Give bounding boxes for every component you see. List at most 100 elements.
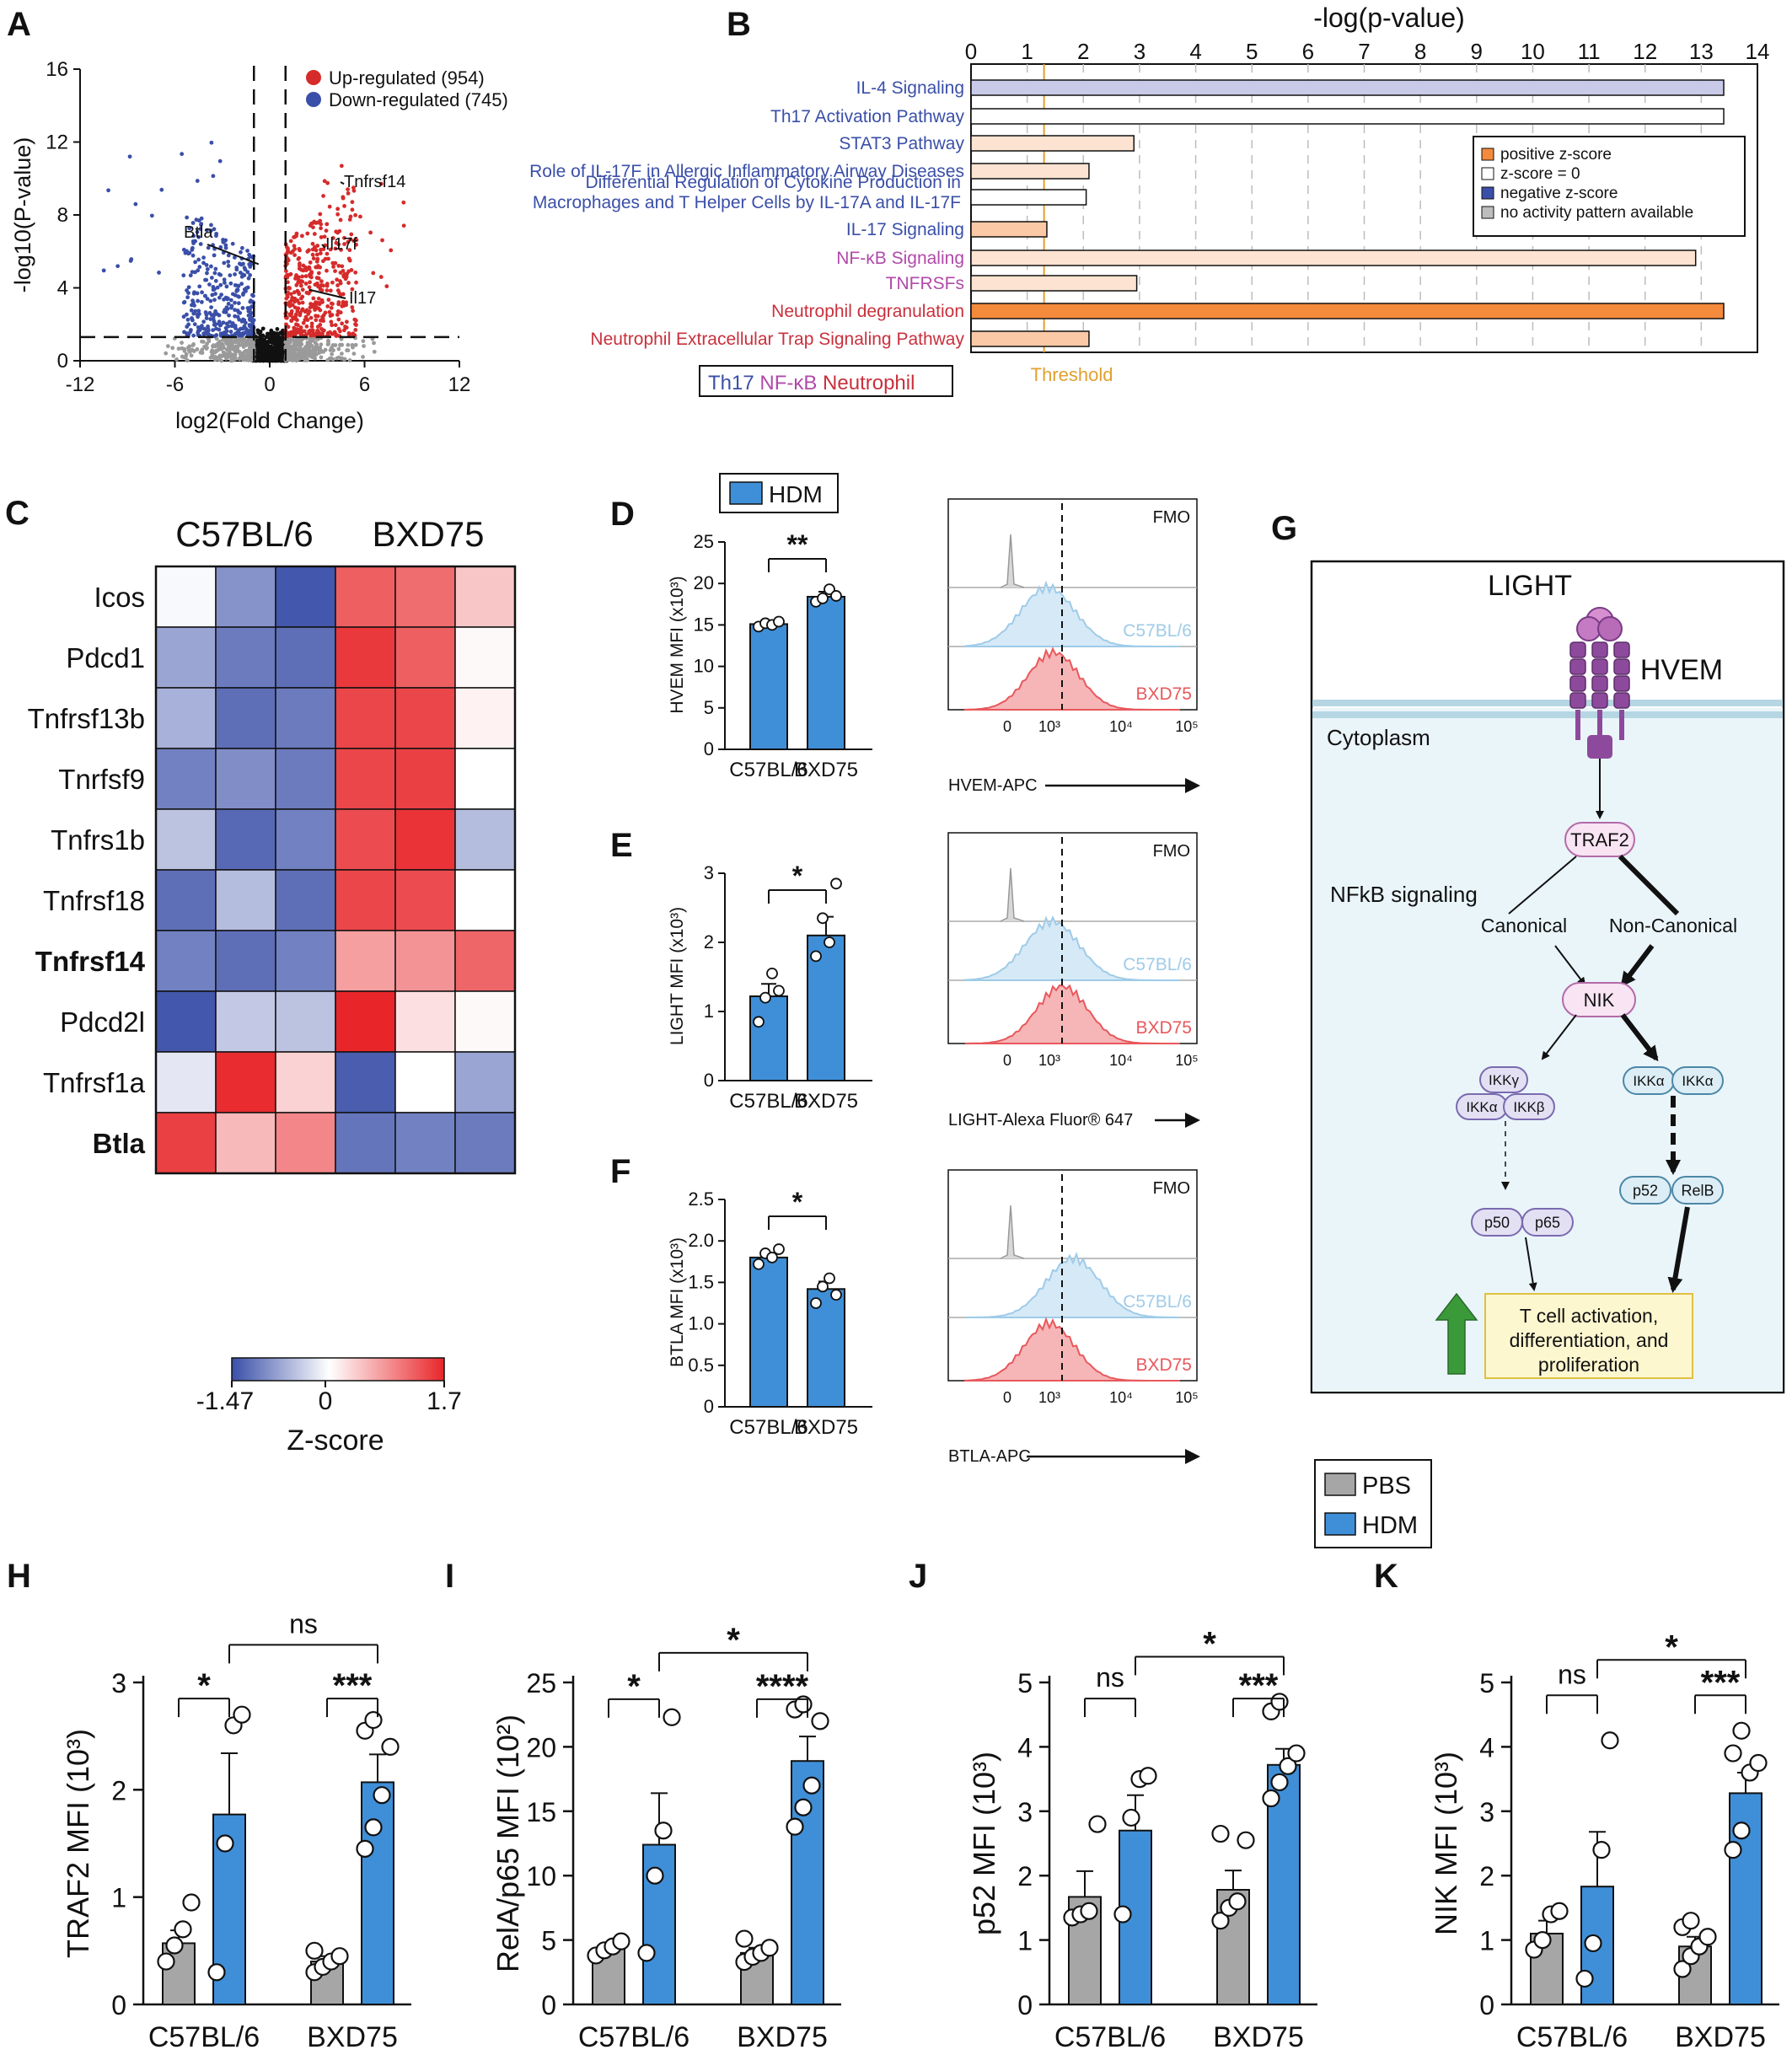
volcano-point xyxy=(182,348,187,353)
volcano-point xyxy=(211,328,216,333)
volcano-point xyxy=(225,297,230,302)
volcano-point xyxy=(330,280,335,285)
volcano-point xyxy=(278,330,283,335)
E-y-tick-label: 2 xyxy=(704,931,714,952)
c-row-label: Tnfrsf13b xyxy=(28,703,145,734)
volcano-point xyxy=(230,241,235,246)
volcano-point xyxy=(304,290,309,295)
arrow-nik-ikk-noncanon xyxy=(1620,1013,1659,1062)
volcano-point xyxy=(344,319,349,325)
b-bar xyxy=(970,249,1697,266)
volcano-point xyxy=(204,313,209,317)
volcano-point xyxy=(314,330,319,335)
volcano-point xyxy=(189,308,194,313)
b-x-tick-label: 11 xyxy=(1578,39,1601,64)
volcano-point xyxy=(336,326,341,331)
volcano-point xyxy=(222,260,227,266)
volcano-point xyxy=(219,292,223,298)
volcano-point xyxy=(230,352,234,357)
volcano-point xyxy=(329,319,334,325)
heatmap-cell xyxy=(155,990,217,1053)
volcano-point xyxy=(295,323,300,328)
a-points xyxy=(101,140,406,363)
volcano-point xyxy=(327,204,332,209)
volcano-point xyxy=(351,185,356,190)
hvem-stalk xyxy=(1597,710,1602,740)
volcano-point xyxy=(328,330,332,335)
volcano-point xyxy=(247,323,252,327)
volcano-point xyxy=(207,310,212,315)
volcano-point xyxy=(308,260,313,265)
volcano-point xyxy=(368,230,373,235)
volcano-point xyxy=(261,346,266,351)
volcano-point xyxy=(209,140,214,145)
data-point xyxy=(794,1798,813,1816)
arrow-noncanonical-nik xyxy=(1620,944,1655,988)
heatmap-cell xyxy=(275,930,336,992)
volcano-point xyxy=(209,223,213,228)
volcano-point xyxy=(224,347,229,352)
b-pathway-label: NF-κB Signaling xyxy=(836,249,964,268)
volcano-point xyxy=(198,242,203,246)
outcome-box xyxy=(1484,1293,1693,1379)
volcano-point xyxy=(226,264,231,268)
volcano-point xyxy=(176,346,181,351)
data-point xyxy=(766,1251,778,1264)
volcano-point xyxy=(319,355,324,360)
F-y-tick-label: 2.0 xyxy=(688,1230,714,1251)
J-y-tick-label: 5 xyxy=(1017,1668,1033,1698)
F-y-tick-label: 1.5 xyxy=(688,1271,714,1292)
volcano-point xyxy=(196,218,201,223)
H-y-label: TRAF2 MFI (10³) xyxy=(61,1729,95,1958)
data-point xyxy=(373,1786,391,1805)
b-pathway-label: Neutrophil degranulation xyxy=(771,302,964,321)
volcano-point xyxy=(209,276,214,280)
volcano-point xyxy=(335,277,340,282)
significance-label: *** xyxy=(1239,1667,1279,1704)
b-x-tick-label: 4 xyxy=(1189,39,1201,64)
ikk-alpha-node-label: IKKα xyxy=(1682,1073,1713,1089)
volcano-point xyxy=(318,283,323,288)
heatmap-cell xyxy=(394,1112,456,1174)
volcano-point xyxy=(314,352,319,357)
volcano-point xyxy=(196,325,201,330)
volcano-point xyxy=(333,246,338,251)
volcano-point xyxy=(319,279,324,284)
volcano-point xyxy=(339,356,344,361)
volcano-point xyxy=(213,292,217,296)
data-point xyxy=(1270,1773,1289,1792)
bxd-histogram xyxy=(964,1317,1180,1382)
data-point xyxy=(1279,1757,1297,1775)
significance-label: * xyxy=(197,1667,211,1704)
c-row-label: Tnfrs1b xyxy=(51,824,145,856)
significance-label: * xyxy=(1203,1625,1216,1662)
volcano-point xyxy=(237,333,241,338)
c-colorbar xyxy=(231,1357,445,1382)
data-point xyxy=(1575,1969,1594,1988)
volcano-point xyxy=(200,347,205,352)
volcano-point xyxy=(319,235,324,239)
volcano-point xyxy=(350,200,355,205)
hvem-stalk xyxy=(1575,710,1580,740)
volcano-point xyxy=(129,257,134,261)
histogram-d: FMO C57BL/6 BXD75 0 10³ 10⁴ 10⁵ HVEM-APC xyxy=(947,498,1200,795)
data-point xyxy=(216,1834,234,1853)
ikk-alpha-node-label: IKKα xyxy=(1466,1099,1497,1115)
volcano-point xyxy=(195,347,200,351)
volcano-point xyxy=(372,341,376,346)
volcano-point xyxy=(115,264,121,269)
volcano-point xyxy=(255,346,260,351)
volcano-point xyxy=(292,341,297,346)
a-x-tick-label: -12 xyxy=(66,373,95,396)
K-y-tick-label: 0 xyxy=(1479,1990,1494,2020)
volcano-point xyxy=(186,285,191,290)
gene-label-btla: Btla xyxy=(184,223,213,242)
b-bar xyxy=(970,275,1138,292)
arrow-p50-outcome xyxy=(1525,1237,1537,1291)
volcano-point xyxy=(332,330,337,335)
data-point xyxy=(811,1712,829,1730)
heatmap-cell xyxy=(394,687,456,749)
b-legend-label: no activity pattern available xyxy=(1500,204,1693,222)
volcano-point xyxy=(212,271,217,276)
